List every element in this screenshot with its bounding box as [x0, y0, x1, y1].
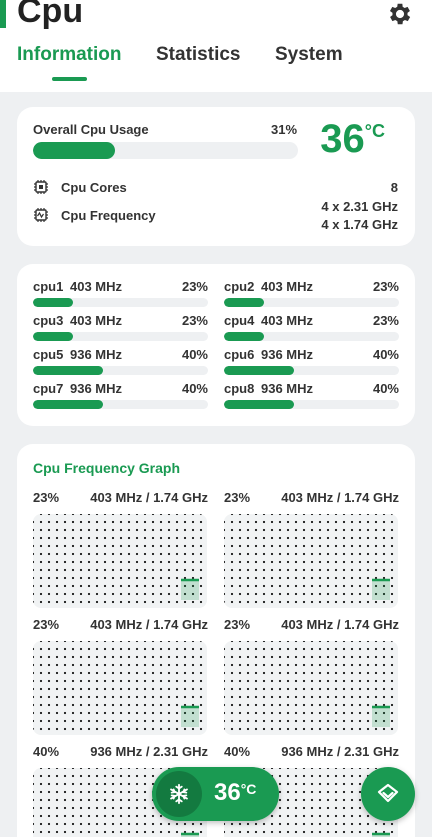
- core-name: cpu3: [33, 313, 64, 328]
- tab-bar: Information Statistics System: [0, 40, 432, 80]
- core-usage: 23%: [372, 279, 399, 294]
- tab-information[interactable]: Information: [17, 44, 122, 65]
- title-accent-bar: [0, 0, 6, 28]
- graph-usage: 40%: [33, 744, 60, 759]
- graph-line: [181, 578, 199, 600]
- core-usage-bar: [224, 332, 399, 341]
- usage-bar-fill: [33, 142, 116, 159]
- graph-title: Cpu Frequency Graph: [33, 460, 181, 476]
- core-frequency: 403 MHz: [261, 313, 314, 328]
- core-frequency: 403 MHz: [261, 279, 314, 294]
- core-usage: 23%: [181, 313, 208, 328]
- temperature-value: 36: [320, 117, 365, 161]
- app-header: Cpu Information Statistics System: [0, 0, 432, 92]
- core-usage-bar-fill: [33, 366, 103, 375]
- core-frequency: 936 MHz: [70, 347, 123, 362]
- fab-temperature-value: 36: [214, 779, 241, 806]
- core-frequency: 936 MHz: [261, 381, 314, 396]
- core-name: cpu5: [33, 347, 64, 362]
- fab-temperature-unit: °C: [240, 781, 257, 797]
- frequency-label: Cpu Frequency: [61, 208, 156, 223]
- graph-usage: 23%: [224, 617, 251, 632]
- core-usage-bar-fill: [224, 298, 265, 307]
- core-frequency: 403 MHz: [70, 279, 123, 294]
- graph-frequency: 403 MHz / 1.74 GHz: [90, 490, 208, 505]
- core-name: cpu2: [224, 279, 255, 294]
- core-name: cpu8: [224, 381, 255, 396]
- graph-frequency: 936 MHz / 2.31 GHz: [90, 744, 208, 759]
- core-usage-bar-fill: [224, 400, 294, 409]
- core-usage-bar-fill: [224, 332, 265, 341]
- graph-frequency: 403 MHz / 1.74 GHz: [281, 617, 399, 632]
- frequency-value-1: 4 x 2.31 GHz: [321, 199, 398, 214]
- core-usage-bar: [33, 298, 208, 307]
- core-usage-bar: [224, 400, 399, 409]
- core-usage-bar: [33, 400, 208, 409]
- core-usage-bar: [224, 366, 399, 375]
- graph-frequency: 403 MHz / 1.74 GHz: [281, 490, 399, 505]
- core-name: cpu1: [33, 279, 64, 294]
- core-frequency: 403 MHz: [70, 313, 123, 328]
- graph-line: [181, 705, 199, 727]
- core-usage-bar-fill: [33, 332, 74, 341]
- core-usage-bar: [33, 332, 208, 341]
- graph-line: [372, 578, 390, 600]
- graph-line: [372, 705, 390, 727]
- cores-label: Cpu Cores: [61, 180, 127, 195]
- core-usage: 23%: [372, 313, 399, 328]
- cores-value: 8: [390, 180, 398, 195]
- core-usage-bar-fill: [224, 366, 294, 375]
- graph-usage: 23%: [33, 490, 60, 505]
- graph-frequency: 403 MHz / 1.74 GHz: [90, 617, 208, 632]
- cpu-frequency-icon: [34, 208, 48, 222]
- core-usage: 40%: [372, 347, 399, 362]
- temperature-display: 36°C: [320, 117, 385, 162]
- frequency-graph: [33, 641, 207, 735]
- tab-indicator: [52, 77, 87, 81]
- scroll-down-button[interactable]: [361, 767, 415, 821]
- graph-line: [372, 832, 390, 837]
- cores-card: cpu1 403 MHz 23% cpu2 403 MHz 23% cpu3 403 MHz 2…: [17, 264, 415, 426]
- page-title: Cpu: [17, 0, 84, 30]
- core-frequency: 936 MHz: [261, 347, 314, 362]
- usage-label: Overall Cpu Usage: [33, 122, 149, 137]
- core-usage: 40%: [181, 381, 208, 396]
- tab-statistics[interactable]: Statistics: [156, 44, 241, 65]
- snowflake-icon: [156, 771, 202, 817]
- frequency-graph: [224, 641, 398, 735]
- frequency-value-2: 4 x 1.74 GHz: [321, 217, 398, 232]
- chip-icon: [34, 180, 48, 194]
- graph-frequency: 936 MHz / 2.31 GHz: [281, 744, 399, 759]
- overview-card: Overall Cpu Usage 31% 36°C Cpu Cores 8 C…: [17, 107, 415, 246]
- frequency-graph: [33, 514, 207, 608]
- temperature-fab[interactable]: 36°C: [152, 767, 279, 821]
- core-name: cpu7: [33, 381, 64, 396]
- graph-usage: 23%: [33, 617, 60, 632]
- tab-system[interactable]: System: [275, 44, 343, 65]
- core-usage-bar-fill: [33, 400, 103, 409]
- gear-icon[interactable]: [386, 0, 414, 28]
- core-usage: 40%: [372, 381, 399, 396]
- graph-line: [181, 832, 199, 837]
- core-usage: 40%: [181, 347, 208, 362]
- graph-usage: 40%: [224, 744, 251, 759]
- core-usage-bar: [224, 298, 399, 307]
- core-name: cpu4: [224, 313, 255, 328]
- core-frequency: 936 MHz: [70, 381, 123, 396]
- core-usage-bar-fill: [33, 298, 74, 307]
- usage-value: 31%: [271, 122, 298, 137]
- fab-temperature: 36°C: [214, 779, 256, 807]
- graph-usage: 23%: [224, 490, 251, 505]
- core-usage-bar: [33, 366, 208, 375]
- usage-bar: [33, 142, 298, 159]
- temperature-unit: °C: [364, 121, 385, 141]
- chevron-down-icon: [377, 783, 399, 803]
- core-usage: 23%: [181, 279, 208, 294]
- core-name: cpu6: [224, 347, 255, 362]
- frequency-graph: [224, 514, 398, 608]
